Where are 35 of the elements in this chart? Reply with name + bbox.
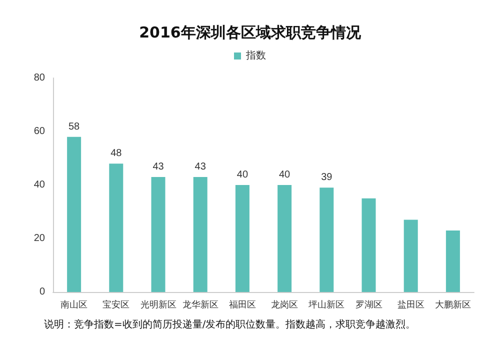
x-tick-label: 龙华新区 bbox=[182, 300, 218, 310]
bar bbox=[235, 185, 250, 292]
bar bbox=[67, 136, 82, 292]
bar bbox=[278, 185, 292, 292]
bar bbox=[404, 220, 418, 292]
y-tick-label: 0 bbox=[39, 286, 46, 298]
chart-title: 2016年深圳各区域求职竞争情况 bbox=[139, 24, 362, 42]
data-label: 48 bbox=[110, 148, 122, 160]
bar bbox=[193, 176, 208, 292]
legend-label: 指数 bbox=[245, 50, 266, 62]
y-tick-label: 40 bbox=[34, 180, 46, 190]
bar bbox=[320, 188, 334, 292]
x-tick-label: 福田区 bbox=[228, 300, 256, 310]
bar bbox=[109, 164, 124, 292]
y-tick-label: 80 bbox=[34, 72, 46, 84]
x-tick-label: 盐田区 bbox=[397, 300, 424, 310]
x-tick-label: 大鹏新区 bbox=[434, 300, 471, 310]
y-tick-label: 60 bbox=[34, 126, 46, 137]
x-tick-label: 坪山新区 bbox=[308, 300, 345, 310]
x-tick-label: 罗湖区 bbox=[355, 300, 382, 310]
bar bbox=[446, 230, 460, 292]
bar bbox=[151, 176, 166, 292]
data-label: 43 bbox=[152, 161, 164, 172]
text: 说明：竞争指数=收到的简历投递量/发布的职位数量。指数越高，求职竞争越激烈。 bbox=[44, 318, 416, 330]
x-tick-label: 宝安区 bbox=[102, 300, 130, 310]
x-tick-label: 南山区 bbox=[60, 300, 88, 310]
x-tick-label: 光明新区 bbox=[140, 300, 176, 310]
data-label: 39 bbox=[321, 172, 333, 184]
y-tick-label: 20 bbox=[34, 233, 46, 244]
x-tick-label: 龙岗区 bbox=[271, 300, 298, 310]
data-label: 58 bbox=[68, 121, 80, 132]
data-label: 40 bbox=[278, 170, 291, 180]
data-label: 40 bbox=[236, 170, 248, 180]
data-label: 43 bbox=[194, 161, 206, 172]
bar bbox=[362, 198, 376, 292]
